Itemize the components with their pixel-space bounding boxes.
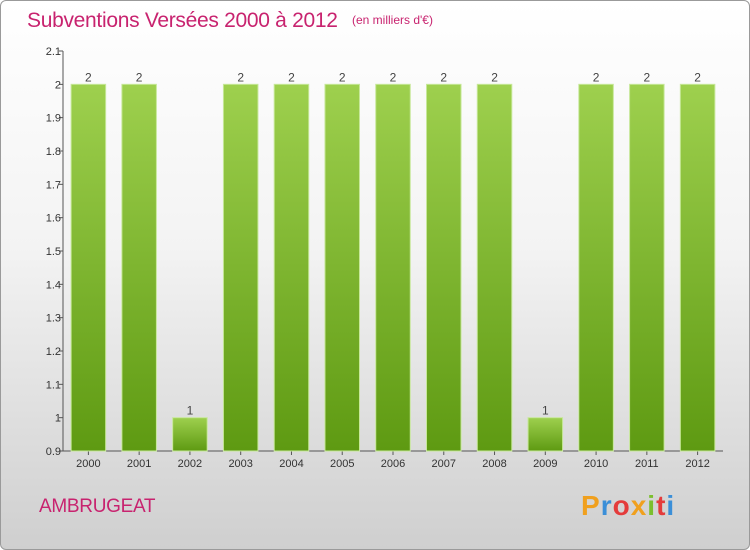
x-tick-label: 2011 bbox=[635, 458, 659, 470]
bar-2008 bbox=[476, 83, 513, 452]
y-tick-label: 1.2 bbox=[46, 346, 61, 358]
y-tick-label: 1.4 bbox=[46, 279, 61, 291]
commune-name: AMBRUGEAT bbox=[39, 496, 156, 517]
y-tick-label: 1.8 bbox=[46, 146, 61, 158]
bar-2001 bbox=[121, 83, 157, 452]
chart-title: Subventions Versées 2000 à 2012 bbox=[27, 9, 338, 32]
bar-2002 bbox=[172, 417, 208, 452]
y-tick-label: 1.1 bbox=[46, 379, 61, 391]
x-tick-label: 2010 bbox=[584, 458, 608, 470]
x-tick-label: 2008 bbox=[482, 458, 506, 470]
y-tick-label: 2.1 bbox=[46, 46, 61, 58]
logo-letter: r bbox=[600, 490, 613, 521]
bar-2007 bbox=[426, 83, 462, 452]
y-tick-label: 1.3 bbox=[46, 313, 61, 325]
data-label: 2 bbox=[85, 70, 92, 84]
x-tick-label: 2007 bbox=[432, 458, 456, 470]
data-label: 2 bbox=[593, 70, 600, 84]
bar-2004 bbox=[273, 83, 310, 452]
data-label: 2 bbox=[136, 70, 143, 84]
y-tick-label: 0.9 bbox=[46, 446, 61, 458]
x-tick-label: 2002 bbox=[178, 458, 202, 470]
x-tick-label: 2001 bbox=[127, 458, 151, 470]
bar-2012 bbox=[679, 83, 716, 452]
y-tick-label: 1.6 bbox=[46, 213, 61, 225]
logo-letter: i bbox=[666, 490, 676, 521]
y-tick-label: 2 bbox=[55, 79, 61, 91]
y-tick-label: 1.7 bbox=[46, 179, 61, 191]
data-label: 1 bbox=[187, 404, 194, 418]
logo-letter: o bbox=[612, 490, 631, 521]
logo-letter: i bbox=[647, 490, 657, 521]
data-label: 2 bbox=[390, 70, 397, 84]
y-tick-label: 1.5 bbox=[46, 246, 61, 258]
data-label: 1 bbox=[542, 404, 549, 418]
data-label: 2 bbox=[440, 70, 447, 84]
x-tick-label: 2006 bbox=[381, 458, 405, 470]
data-label: 2 bbox=[339, 70, 346, 84]
data-label: 2 bbox=[237, 70, 244, 84]
data-label: 2 bbox=[694, 70, 701, 84]
x-tick-label: 2003 bbox=[228, 458, 252, 470]
logo-letter: P bbox=[581, 490, 601, 521]
proxiti-logo[interactable]: Proxiti bbox=[581, 490, 675, 522]
x-tick-label: 2012 bbox=[685, 458, 709, 470]
x-tick-label: 2009 bbox=[533, 458, 557, 470]
y-tick-label: 1.9 bbox=[46, 113, 61, 125]
bar-2010 bbox=[578, 83, 614, 452]
x-tick-label: 2000 bbox=[76, 458, 100, 470]
data-label: 2 bbox=[288, 70, 295, 84]
chart-unit: (en milliers d'€) bbox=[352, 13, 433, 27]
bar-2005 bbox=[324, 83, 360, 452]
data-label: 2 bbox=[644, 70, 651, 84]
bar-2009 bbox=[527, 417, 564, 452]
bar-2011 bbox=[629, 83, 665, 452]
y-tick-label: 1 bbox=[55, 413, 61, 425]
logo-letter: t bbox=[656, 490, 667, 521]
bar-2006 bbox=[375, 83, 411, 452]
x-tick-label: 2005 bbox=[330, 458, 354, 470]
x-tick-label: 2004 bbox=[279, 458, 303, 470]
bar-2000 bbox=[70, 83, 107, 452]
logo-letter: x bbox=[630, 490, 648, 521]
bar-2003 bbox=[222, 83, 259, 452]
data-label: 2 bbox=[491, 70, 498, 84]
